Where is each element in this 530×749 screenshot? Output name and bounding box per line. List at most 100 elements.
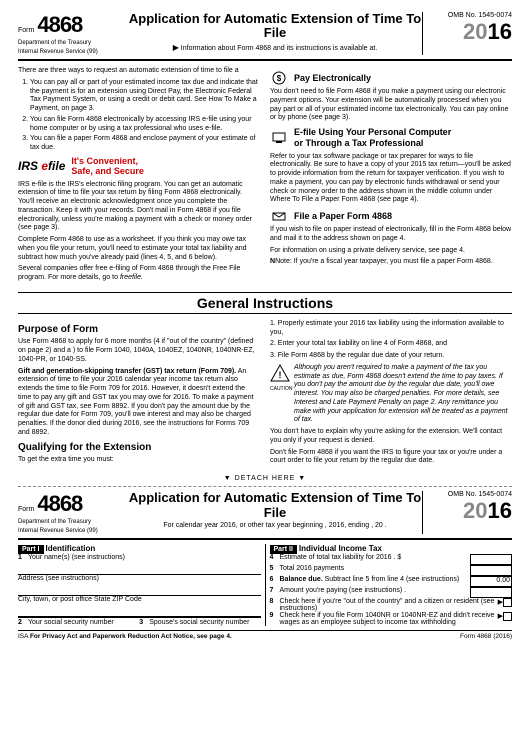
- info-line: Information about Form 4868 and its inst…: [181, 45, 378, 52]
- paper-header: File a Paper Form 4868: [270, 209, 512, 223]
- form-number: 4868: [37, 12, 82, 38]
- line-7-label: Amount you're paying (see instructions) …: [280, 587, 469, 598]
- efile-banner: IRS efile It's Convenient,Safe, and Secu…: [18, 157, 260, 177]
- gi-step-3: 3. File Form 4868 by the regular due dat…: [270, 352, 512, 361]
- right-column: $ Pay Electronically You don't need to f…: [270, 67, 512, 286]
- paper-para-2: For information on using a private deliv…: [270, 247, 512, 256]
- left-column: There are three ways to request an autom…: [18, 67, 260, 286]
- line-7-amount[interactable]: [470, 587, 512, 598]
- header-mid: Application for Automatic Extension of T…: [128, 12, 422, 55]
- line-4-label: Estimate of total tax liability for 2016…: [280, 554, 469, 565]
- header-left: Form 4868 Department of the Treasury Int…: [18, 12, 128, 55]
- efile-para-2: Complete Form 4868 to use as a worksheet…: [18, 236, 260, 262]
- detachable-form: Form 4868 Department of the Treasury Int…: [18, 486, 512, 640]
- line-4-amount[interactable]: [470, 554, 512, 565]
- efile-pc-para: Refer to your tax software package or ta…: [270, 153, 512, 206]
- svg-text:!: !: [279, 370, 282, 380]
- name-field[interactable]: [18, 561, 261, 575]
- isa-label: ISA: [18, 633, 28, 640]
- intro-text: There are three ways to request an autom…: [18, 67, 260, 76]
- general-instructions-header: General Instructions: [18, 292, 512, 314]
- qualifying-p: To get the extra time you must:: [18, 456, 260, 465]
- line-6-amount[interactable]: 0.00: [470, 576, 512, 587]
- pay-electronically-header: $ Pay Electronically: [270, 71, 512, 85]
- efile-para-3: Several companies offer free e-filing of…: [18, 265, 260, 283]
- form-header: Form 4868 Department of the Treasury Int…: [18, 12, 512, 61]
- arrow-icon: ▶: [173, 43, 179, 52]
- page: Form 4868 Department of the Treasury Int…: [0, 0, 530, 652]
- dept-line-2: Internal Revenue Service (99): [18, 49, 128, 56]
- form2-title: Application for Automatic Extension of T…: [128, 491, 422, 520]
- form2-dept-1: Department of the Treasury: [18, 519, 128, 526]
- purpose-p1: Use Form 4868 to apply for 6 more months…: [18, 338, 260, 364]
- caution-box: !CAUTION Although you aren't required to…: [270, 364, 512, 425]
- efile-pc-header: E-file Using Your Personal Computeror Th…: [270, 127, 512, 150]
- part-2: Part II Individual Income Tax 4Estimate …: [266, 544, 513, 626]
- way-3: You can file a paper Form 4868 and enclo…: [30, 135, 260, 153]
- line-2-label: Your social security number: [28, 619, 139, 626]
- form2-header: Form 4868 Department of the Treasury Int…: [18, 491, 512, 540]
- gi-p4: You don't have to explain why you're ask…: [270, 428, 512, 446]
- tax-year: 2016: [427, 19, 512, 45]
- line-1-label: Your name(s) (see instructions): [28, 554, 261, 561]
- footer-form-ref: Form 4868 (2016): [460, 633, 512, 640]
- form2-year: 2016: [427, 498, 512, 524]
- line-3-label: Spouse's social security number: [149, 619, 260, 626]
- part2-label: Part II: [270, 545, 297, 554]
- gi-step-1: 1. Properly estimate your 2016 tax liabi…: [270, 320, 512, 338]
- dept-line-1: Department of the Treasury: [18, 40, 128, 47]
- efile-tagline: It's Convenient,Safe, and Secure: [71, 157, 144, 177]
- line-5-amount[interactable]: [470, 565, 512, 576]
- pay-para: You don't need to file Form 4868 if you …: [270, 88, 512, 123]
- form2-word: Form: [18, 506, 34, 513]
- caution-icon: !CAUTION: [270, 364, 290, 425]
- efile-logo-icon: IRS efile: [18, 159, 65, 174]
- header-right: OMB No. 1545-0074 2016: [422, 12, 512, 55]
- footer: ISA For Privacy Act and Paperwork Reduct…: [18, 630, 512, 640]
- caution-text: Although you aren't required to make a p…: [294, 364, 512, 425]
- form2-parts: Part I Identification 1Your name(s) (see…: [18, 544, 512, 626]
- mailbox-icon: [270, 209, 288, 223]
- efile-para-1: IRS e-file is the IRS's electronic filin…: [18, 181, 260, 234]
- address-field[interactable]: [18, 582, 261, 596]
- body-columns: There are three ways to request an autom…: [18, 67, 512, 286]
- part2-title: Individual Income Tax: [299, 544, 382, 553]
- part1-label: Part I: [18, 545, 44, 554]
- city-field[interactable]: [18, 603, 261, 617]
- line-6-label: Balance due. Subtract line 5 from line 4…: [280, 576, 469, 587]
- purpose-header: Purpose of Form: [18, 324, 260, 337]
- detach-line: ▼ DETACH HERE ▼: [18, 475, 512, 482]
- line-5-label: Total 2016 payments: [280, 565, 469, 576]
- form2-number: 4868: [37, 491, 82, 517]
- gi-left: Purpose of Form Use Form 4868 to apply f…: [18, 320, 260, 469]
- gi-right: 1. Properly estimate your 2016 tax liabi…: [270, 320, 512, 469]
- gi-columns: Purpose of Form Use Form 4868 to apply f…: [18, 320, 512, 469]
- way-2: You can file Form 4868 electronically by…: [30, 116, 260, 134]
- dollar-icon: $: [270, 71, 288, 85]
- part-1: Part I Identification 1Your name(s) (see…: [18, 544, 266, 626]
- computer-icon: [270, 131, 288, 145]
- omb-number: OMB No. 1545-0074: [427, 12, 512, 19]
- calendar-year-line: For calendar year 2016, or other tax yea…: [128, 522, 422, 529]
- form2-dept-2: Internal Revenue Service (99): [18, 528, 128, 535]
- paper-para-3: NNote: If you're a fiscal year taxpayer,…: [270, 258, 512, 267]
- qualifying-header: Qualifying for the Extension: [18, 442, 260, 455]
- svg-text:$: $: [277, 74, 282, 83]
- paper-para-1: If you wish to file on paper instead of …: [270, 226, 512, 244]
- line-3-num: 3: [139, 619, 149, 626]
- purpose-p2: Gift and generation-skipping transfer (G…: [18, 368, 260, 438]
- privacy-notice: For Privacy Act and Paperwork Reduction …: [30, 633, 232, 640]
- city-label: City, town, or post office State ZIP Cod…: [18, 596, 261, 603]
- address-label: Address (see instructions): [18, 575, 261, 582]
- way-1: You can pay all or part of your estimate…: [30, 79, 260, 114]
- line-9-label: Check here if you file Form 1040NR or 10…: [280, 612, 498, 626]
- gi-step-2: 2. Enter your total tax liability on lin…: [270, 340, 512, 349]
- form2-omb: OMB No. 1545-0074: [427, 491, 512, 498]
- form-title: Application for Automatic Extension of T…: [128, 12, 422, 41]
- line-8-label: Check here if you're "out of the country…: [280, 598, 498, 612]
- part1-title: Identification: [45, 544, 95, 553]
- line-8-checkbox[interactable]: [503, 598, 512, 607]
- line-9-checkbox[interactable]: [503, 612, 512, 621]
- line-1-num: 1: [18, 554, 28, 561]
- gi-p5: Don't file Form 4868 if you want the IRS…: [270, 449, 512, 467]
